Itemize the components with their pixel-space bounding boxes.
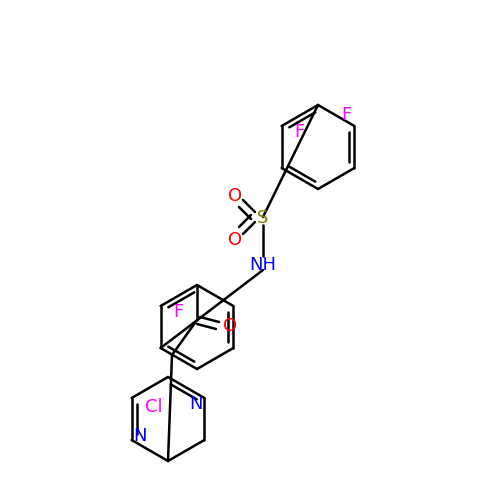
- Text: O: O: [223, 316, 237, 334]
- Text: Cl: Cl: [145, 397, 162, 415]
- Text: O: O: [228, 230, 242, 248]
- Text: F: F: [295, 123, 305, 141]
- Text: F: F: [341, 106, 352, 124]
- Text: O: O: [228, 186, 242, 204]
- Text: NH: NH: [250, 256, 276, 273]
- Text: F: F: [173, 303, 184, 320]
- Text: N: N: [190, 394, 203, 412]
- Text: N: N: [133, 426, 146, 444]
- Text: S: S: [257, 208, 269, 226]
